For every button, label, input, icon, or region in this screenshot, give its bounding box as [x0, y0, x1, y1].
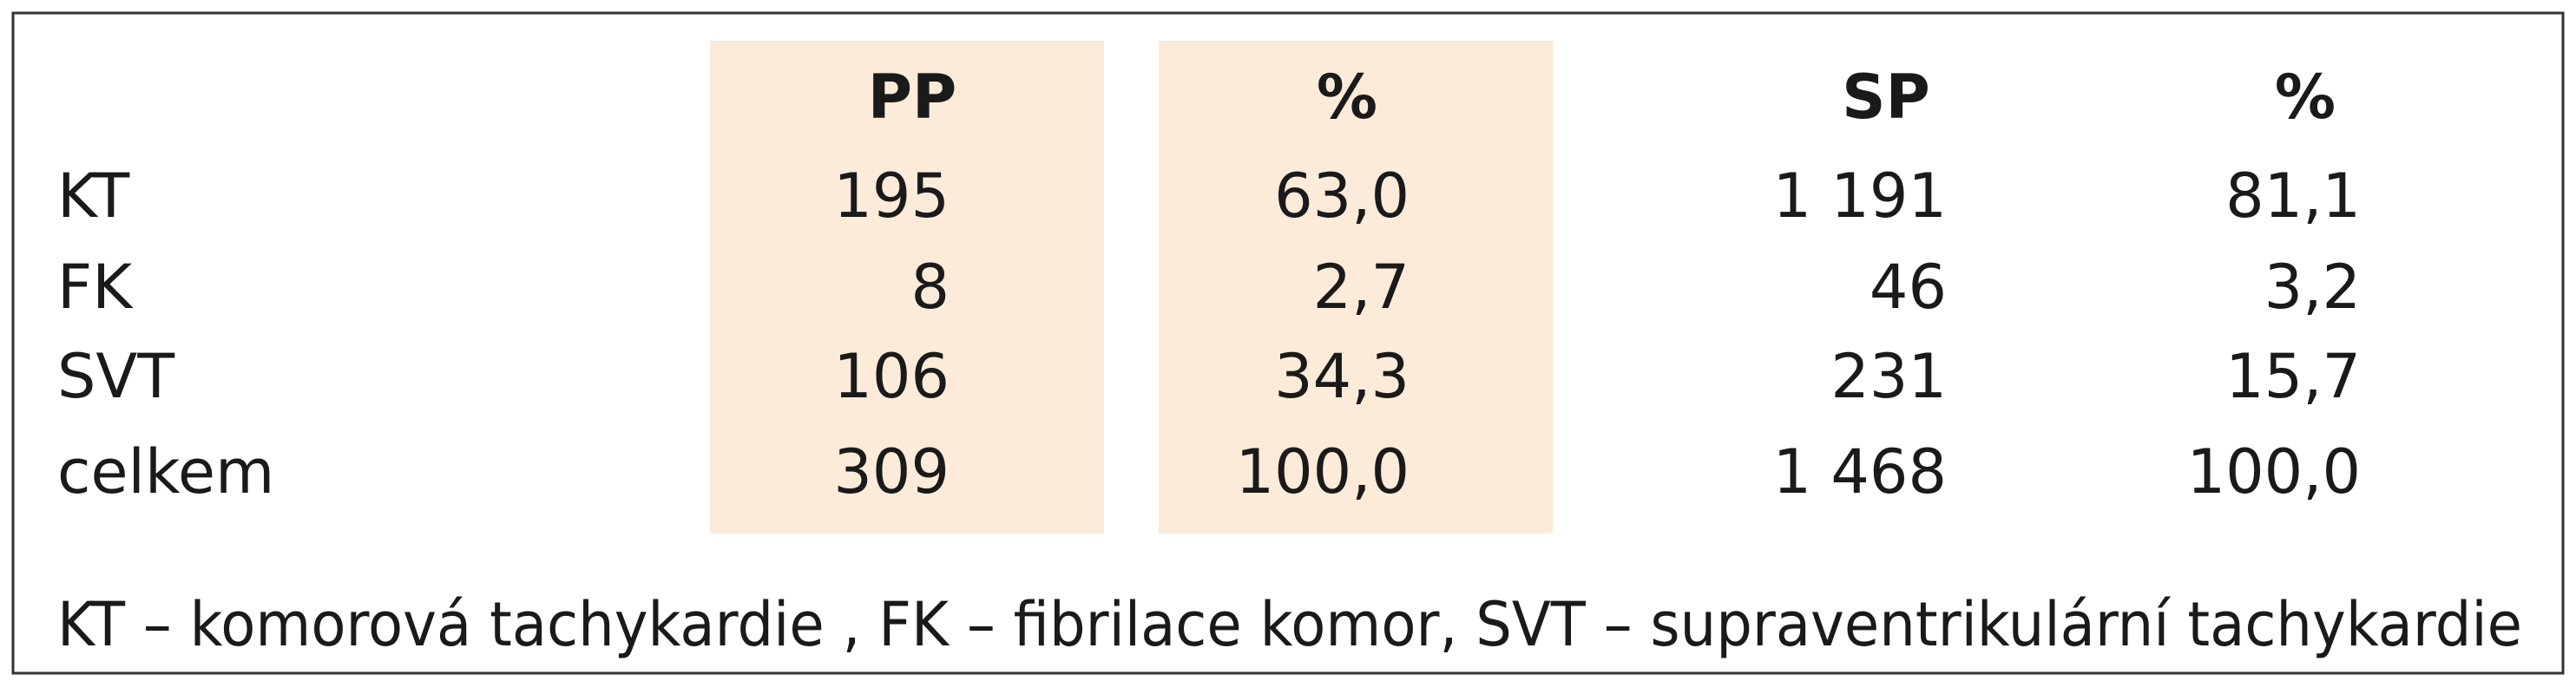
cell: 2,7 [1313, 252, 1410, 323]
column-shade [1159, 41, 1553, 534]
column-header: PP [868, 62, 957, 133]
cell: 81,1 [2225, 160, 2361, 232]
row-label: KT [57, 160, 129, 232]
cell: 34,3 [1274, 341, 1410, 412]
cell: 8 [910, 252, 950, 323]
column-shade [710, 41, 1104, 534]
row-label: celkem [57, 436, 274, 507]
cell: 1 468 [1773, 436, 1947, 507]
cell: 231 [1830, 341, 1947, 412]
cell: 106 [833, 341, 950, 412]
row-label: FK [57, 252, 134, 323]
cell: 63,0 [1274, 160, 1410, 232]
cell: 195 [833, 160, 950, 232]
footnote: KT – komorová tachykardie , FK – fibrila… [57, 589, 2522, 660]
cell: 100,0 [1236, 436, 1410, 507]
row-label: SVT [57, 341, 174, 412]
column-header: SP [1842, 62, 1930, 133]
column-header: % [2275, 62, 2336, 133]
column-header: % [1317, 62, 1377, 133]
cell: 100,0 [2187, 436, 2361, 507]
cell: 46 [1870, 252, 1947, 323]
cell: 3,2 [2264, 252, 2361, 323]
cell: 1 191 [1773, 160, 1947, 232]
cell: 309 [833, 436, 950, 507]
cell: 15,7 [2225, 341, 2361, 412]
